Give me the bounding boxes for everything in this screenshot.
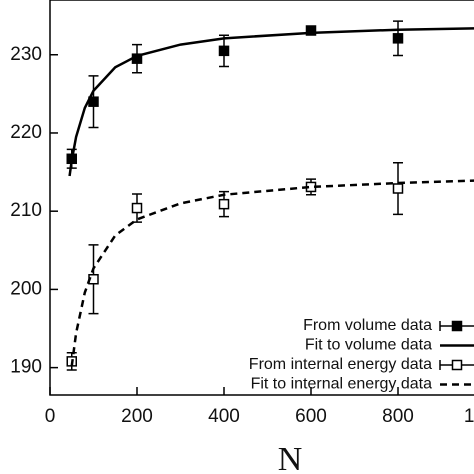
y-tick-label: 210	[10, 200, 42, 221]
marker	[451, 359, 463, 371]
x-tick-label: 400	[208, 406, 240, 427]
marker	[305, 25, 317, 36]
y-tick-label: 220	[10, 122, 42, 143]
x-tick-label: 200	[121, 406, 153, 427]
legend-label: From internal energy data	[249, 356, 432, 373]
fit-line	[70, 179, 474, 367]
y-tick-label: 200	[10, 278, 42, 299]
x-tick-label: 1000	[464, 406, 474, 427]
y-tick-label: 190	[10, 357, 42, 378]
legend-label: From volume data	[303, 317, 432, 334]
plot-frame	[49, 0, 474, 396]
marker	[218, 198, 230, 210]
x-tick-label: 600	[295, 406, 327, 427]
x-axis-label: N	[278, 441, 303, 474]
x-tick-label: 0	[45, 406, 56, 427]
fit-line	[68, 27, 474, 177]
marker	[392, 33, 404, 44]
marker	[451, 320, 463, 332]
marker	[392, 183, 404, 194]
x-tick-label: 800	[382, 406, 414, 427]
legend-label: Fit to internal energy data	[251, 376, 433, 393]
marker	[218, 45, 230, 57]
legend-label: Fit to volume data	[305, 337, 432, 354]
y-tick-label: 230	[10, 44, 42, 65]
marker	[131, 202, 143, 214]
